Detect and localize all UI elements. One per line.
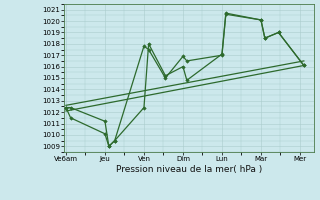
X-axis label: Pression niveau de la mer( hPa ): Pression niveau de la mer( hPa ) <box>116 165 262 174</box>
